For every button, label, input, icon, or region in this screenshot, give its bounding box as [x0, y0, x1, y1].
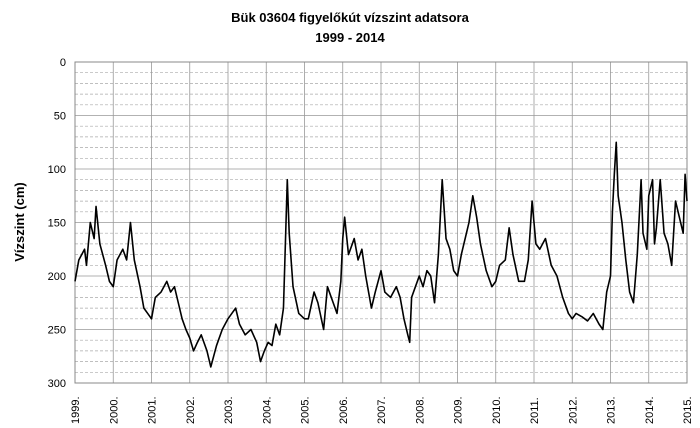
y-tick-label: 100 — [48, 164, 66, 176]
x-tick-label: 2015. — [682, 396, 694, 424]
chart-subtitle: 1999 - 2014 — [315, 30, 385, 45]
x-tick-label: 2012. — [567, 396, 579, 424]
y-tick-label: 50 — [54, 111, 66, 123]
x-tick-label: 2010. — [491, 396, 503, 424]
x-tick-label: 2003. — [223, 396, 235, 424]
x-tick-label: 2007. — [376, 396, 388, 424]
x-tick-label: 2005. — [300, 396, 312, 424]
y-tick-label: 200 — [48, 271, 66, 283]
x-tick-label: 2014. — [644, 396, 656, 424]
y-tick-label: 300 — [48, 378, 66, 390]
plot-border — [74, 61, 688, 384]
x-tick-label: 2006. — [338, 396, 350, 424]
x-tick-label: 2008. — [414, 396, 426, 424]
x-tick-label: 2004. — [261, 396, 273, 424]
x-tick-label: 2013. — [606, 396, 618, 424]
x-tick-label: 2000. — [108, 396, 120, 424]
x-tick-label: 2002. — [185, 396, 197, 424]
x-tick-label: 2001. — [147, 396, 159, 424]
x-tick-label: 2009. — [453, 396, 465, 424]
y-tick-label: 0 — [60, 57, 66, 69]
y-tick-label: 150 — [48, 218, 66, 230]
y-tick-label: 250 — [48, 325, 66, 337]
y-axis-label: Vízszint (cm) — [12, 182, 27, 261]
chart-title: Bük 03604 figyelőkút vízszint adatsora — [231, 10, 469, 25]
data-line — [74, 141, 688, 368]
x-tick-label: 1999. — [70, 396, 82, 424]
x-tick-label: 2011. — [529, 397, 541, 424]
